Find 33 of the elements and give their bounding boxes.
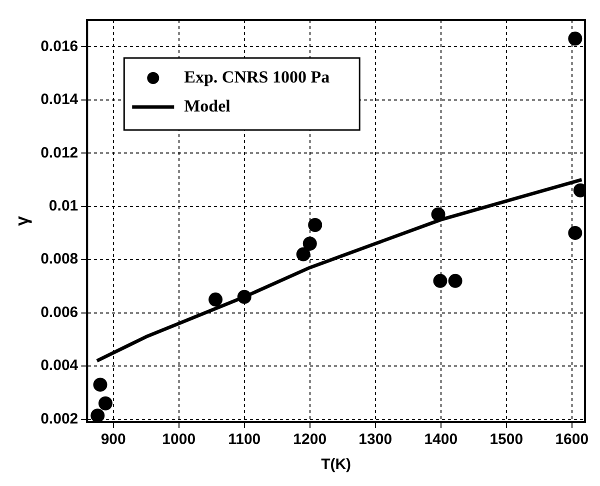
y-axis-title: γ xyxy=(12,216,32,226)
x-tick-label: 1400 xyxy=(424,431,458,448)
point xyxy=(296,247,310,262)
point xyxy=(93,378,108,392)
point xyxy=(568,32,582,46)
x-tick-label: 1100 xyxy=(228,431,261,448)
x-tick-label: 1500 xyxy=(490,431,524,448)
point xyxy=(302,236,317,251)
y-tick-label: 0.008 xyxy=(40,250,78,268)
y-tick-label: 0.016 xyxy=(40,38,78,55)
y-tick-label: 0.012 xyxy=(40,144,78,162)
x-axis-title: T(K) xyxy=(321,456,352,474)
point xyxy=(448,274,462,288)
y-tick-label: 0.014 xyxy=(40,91,79,108)
point xyxy=(433,274,448,288)
x-tick-label: 900 xyxy=(100,431,126,448)
y-tick-label: 0.002 xyxy=(40,410,78,428)
point xyxy=(431,207,446,222)
legend-label: Model xyxy=(184,96,231,116)
point xyxy=(568,226,582,240)
x-tick-label: 1200 xyxy=(293,431,327,448)
x-tick-label: 1600 xyxy=(555,431,589,448)
x-tick-label: 1300 xyxy=(358,431,392,448)
y-tick-label: 0.01 xyxy=(48,198,78,214)
point xyxy=(308,218,322,232)
point xyxy=(237,290,252,304)
point xyxy=(208,292,223,307)
legend-label: Exp. CNRS 1000 Pa xyxy=(184,67,330,86)
point xyxy=(98,396,112,410)
y-tick-label: 0.006 xyxy=(40,304,78,321)
x-tick-label: 1000 xyxy=(162,431,196,448)
y-tick-label: 0.004 xyxy=(40,357,79,374)
point xyxy=(90,408,105,422)
